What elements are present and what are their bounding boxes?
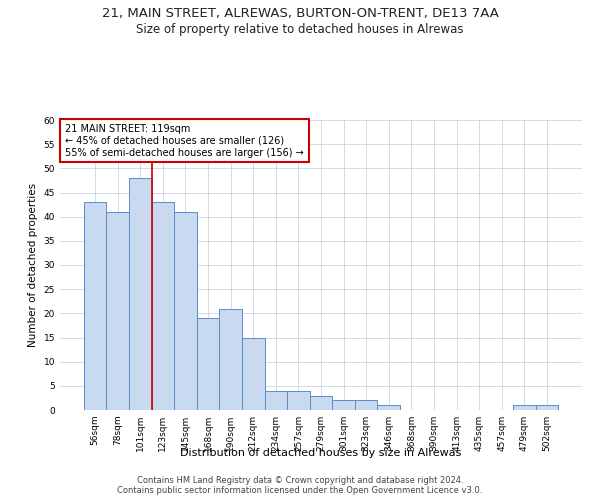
Text: Size of property relative to detached houses in Alrewas: Size of property relative to detached ho…	[136, 22, 464, 36]
Bar	[265, 390, 287, 410]
Bar	[174, 212, 197, 410]
Bar	[536, 405, 558, 410]
Bar	[513, 405, 536, 410]
Bar	[355, 400, 377, 410]
Bar	[129, 178, 152, 410]
Bar	[332, 400, 355, 410]
Bar	[377, 405, 400, 410]
Bar	[310, 396, 332, 410]
Text: Contains HM Land Registry data © Crown copyright and database right 2024.: Contains HM Land Registry data © Crown c…	[137, 476, 463, 485]
Y-axis label: Number of detached properties: Number of detached properties	[28, 183, 38, 347]
Text: 21 MAIN STREET: 119sqm
← 45% of detached houses are smaller (126)
55% of semi-de: 21 MAIN STREET: 119sqm ← 45% of detached…	[65, 124, 304, 158]
Bar	[84, 202, 106, 410]
Bar	[152, 202, 174, 410]
Text: Distribution of detached houses by size in Alrewas: Distribution of detached houses by size …	[181, 448, 461, 458]
Text: Contains public sector information licensed under the Open Government Licence v3: Contains public sector information licen…	[118, 486, 482, 495]
Bar	[197, 318, 220, 410]
Text: 21, MAIN STREET, ALREWAS, BURTON-ON-TRENT, DE13 7AA: 21, MAIN STREET, ALREWAS, BURTON-ON-TREN…	[101, 8, 499, 20]
Bar	[220, 308, 242, 410]
Bar	[106, 212, 129, 410]
Bar	[287, 390, 310, 410]
Bar	[242, 338, 265, 410]
